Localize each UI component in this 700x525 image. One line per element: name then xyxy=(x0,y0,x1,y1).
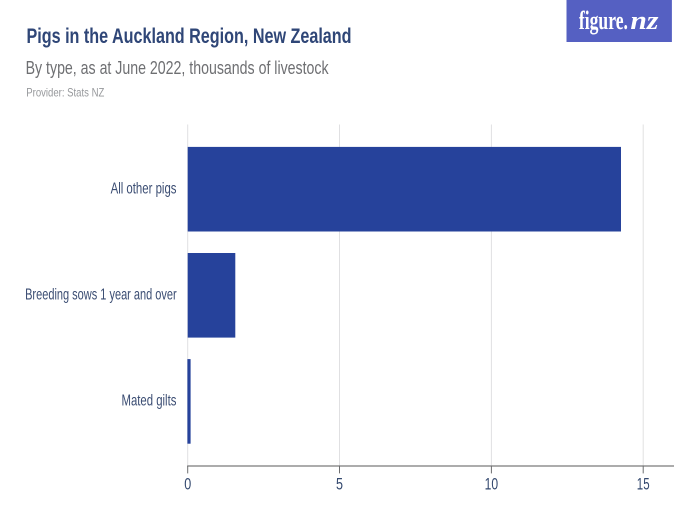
svg-text:Provider: Stats NZ: Provider: Stats NZ xyxy=(26,86,104,100)
svg-text:Mated gilts: Mated gilts xyxy=(122,393,177,410)
svg-text:By type, as at June 2022, thou: By type, as at June 2022, thousands of l… xyxy=(26,57,330,78)
svg-text:Breeding sows 1 year and over: Breeding sows 1 year and over xyxy=(25,287,177,304)
svg-text:0: 0 xyxy=(184,475,191,493)
svg-text:10: 10 xyxy=(485,475,499,493)
svg-text:nz: nz xyxy=(630,6,659,35)
svg-text:15: 15 xyxy=(637,475,650,493)
svg-text:All other pigs: All other pigs xyxy=(111,180,177,197)
svg-text:Pigs in the Auckland Region, N: Pigs in the Auckland Region, New Zealand xyxy=(27,24,352,48)
svg-text:5: 5 xyxy=(336,475,343,493)
svg-text:figure.: figure. xyxy=(579,6,628,35)
